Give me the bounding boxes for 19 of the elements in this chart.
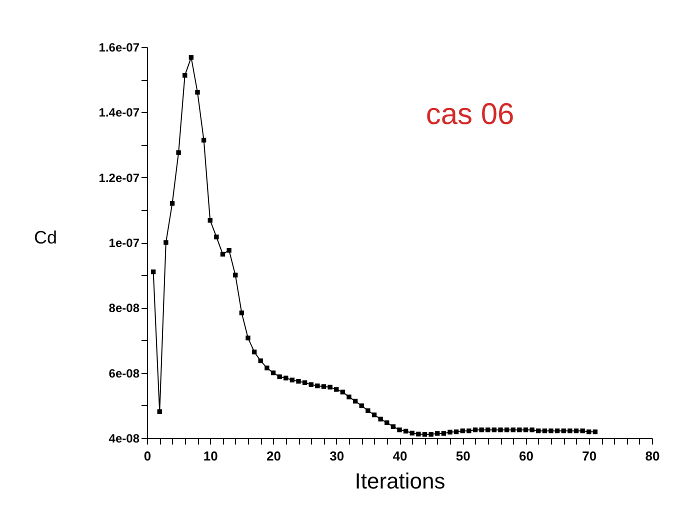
x-tick-label: 80 bbox=[645, 448, 660, 464]
y-tick-label: 1.6e-07 bbox=[98, 40, 140, 54]
y-tick-label: 8e-08 bbox=[108, 301, 140, 316]
y-tick-label: 1e-07 bbox=[108, 236, 140, 250]
x-tick-label: 30 bbox=[330, 448, 344, 464]
y-tick-label: 1.2e-07 bbox=[98, 170, 140, 185]
x-tick-label: 70 bbox=[582, 448, 597, 464]
annotation: cas 06 bbox=[426, 98, 514, 131]
x-axis-title: Iterations bbox=[354, 468, 446, 494]
x-tick-label: 50 bbox=[456, 448, 470, 464]
x-tick-label: 20 bbox=[266, 448, 281, 464]
y-tick-label: 1.4e-07 bbox=[98, 106, 140, 120]
y-tick-label: 6e-08 bbox=[108, 366, 140, 380]
x-tick-label: 10 bbox=[203, 448, 218, 464]
x-tick-label: 0 bbox=[144, 448, 152, 464]
x-tick-label: 60 bbox=[519, 448, 534, 464]
x-tick-label: 40 bbox=[392, 448, 408, 464]
y-axis-title: Cd bbox=[34, 228, 58, 248]
y-tick-label: 4e-08 bbox=[108, 432, 140, 446]
